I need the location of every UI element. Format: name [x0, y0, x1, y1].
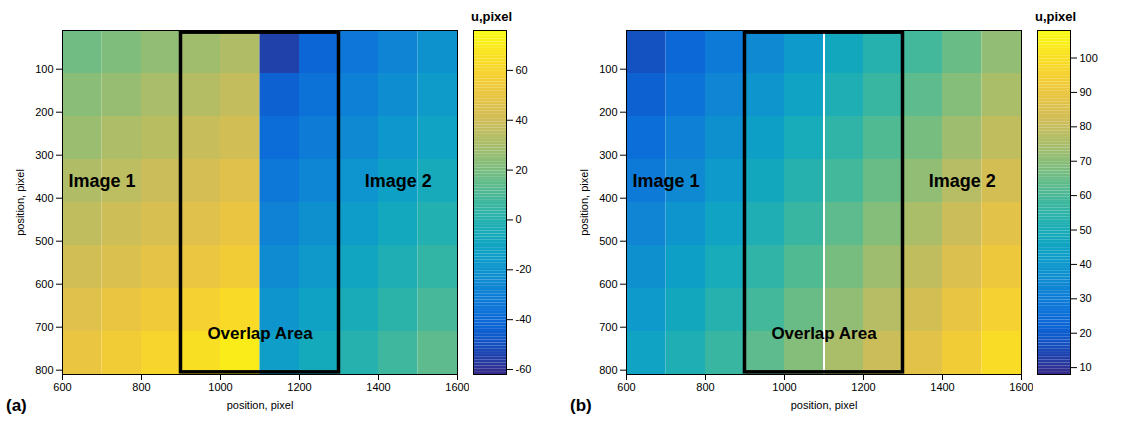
svg-text:80: 80: [1080, 120, 1092, 132]
svg-text:position, pixel: position, pixel: [14, 169, 26, 236]
svg-text:40: 40: [1080, 258, 1092, 270]
svg-text:600: 600: [599, 278, 617, 290]
svg-text:100: 100: [1080, 52, 1098, 64]
svg-text:1200: 1200: [851, 381, 875, 393]
svg-text:1600: 1600: [1009, 381, 1033, 393]
svg-text:10: 10: [1080, 361, 1092, 373]
svg-text:position, pixel: position, pixel: [227, 399, 294, 411]
html-text:u,pixel: u,pixel: [1035, 9, 1077, 24]
svg-text:1400: 1400: [930, 381, 954, 393]
svg-text:20: 20: [516, 164, 528, 176]
svg-text:Overlap Area: Overlap Area: [207, 324, 313, 343]
svg-text:-20: -20: [516, 263, 532, 275]
svg-text:Overlap Area: Overlap Area: [771, 324, 877, 343]
svg-text:50: 50: [1080, 224, 1092, 236]
svg-text:Image 1: Image 1: [632, 171, 699, 191]
svg-text:Image 1: Image 1: [68, 171, 135, 191]
svg-text:20: 20: [1080, 327, 1092, 339]
svg-text:1000: 1000: [772, 381, 796, 393]
svg-text:100: 100: [599, 63, 617, 75]
svg-text:1200: 1200: [287, 381, 311, 393]
svg-text:500: 500: [35, 235, 53, 247]
svg-text:30: 30: [1080, 292, 1092, 304]
html-text:(a): (a): [6, 396, 27, 415]
svg-text:800: 800: [696, 381, 714, 393]
svg-text:700: 700: [35, 321, 53, 333]
svg-text:100: 100: [35, 63, 53, 75]
svg-text:position, pixel: position, pixel: [578, 169, 590, 236]
svg-text:70: 70: [1080, 155, 1092, 167]
svg-text:300: 300: [35, 149, 53, 161]
svg-text:400: 400: [599, 192, 617, 204]
svg-text:1600: 1600: [445, 381, 469, 393]
svg-text:700: 700: [599, 321, 617, 333]
svg-text:600: 600: [35, 278, 53, 290]
html-text:(b): (b): [570, 396, 592, 415]
svg-text:Image 2: Image 2: [365, 171, 432, 191]
svg-text:400: 400: [35, 192, 53, 204]
svg-text:200: 200: [599, 106, 617, 118]
svg-text:800: 800: [132, 381, 150, 393]
svg-text:60: 60: [516, 64, 528, 76]
svg-text:1400: 1400: [366, 381, 390, 393]
svg-text:60: 60: [1080, 189, 1092, 201]
svg-text:40: 40: [516, 114, 528, 126]
svg-text:600: 600: [617, 381, 635, 393]
svg-text:500: 500: [599, 235, 617, 247]
svg-text:1000: 1000: [208, 381, 232, 393]
svg-text:800: 800: [35, 364, 53, 376]
svg-text:200: 200: [35, 106, 53, 118]
svg-text:position, pixel: position, pixel: [791, 399, 858, 411]
svg-text:600: 600: [53, 381, 71, 393]
svg-text:90: 90: [1080, 86, 1092, 98]
svg-text:300: 300: [599, 149, 617, 161]
svg-text:-60: -60: [516, 363, 532, 375]
svg-text:800: 800: [599, 364, 617, 376]
svg-text:-40: -40: [516, 313, 532, 325]
html-text:u,pixel: u,pixel: [471, 9, 513, 24]
svg-text:0: 0: [516, 213, 522, 225]
svg-text:Image 2: Image 2: [929, 171, 996, 191]
